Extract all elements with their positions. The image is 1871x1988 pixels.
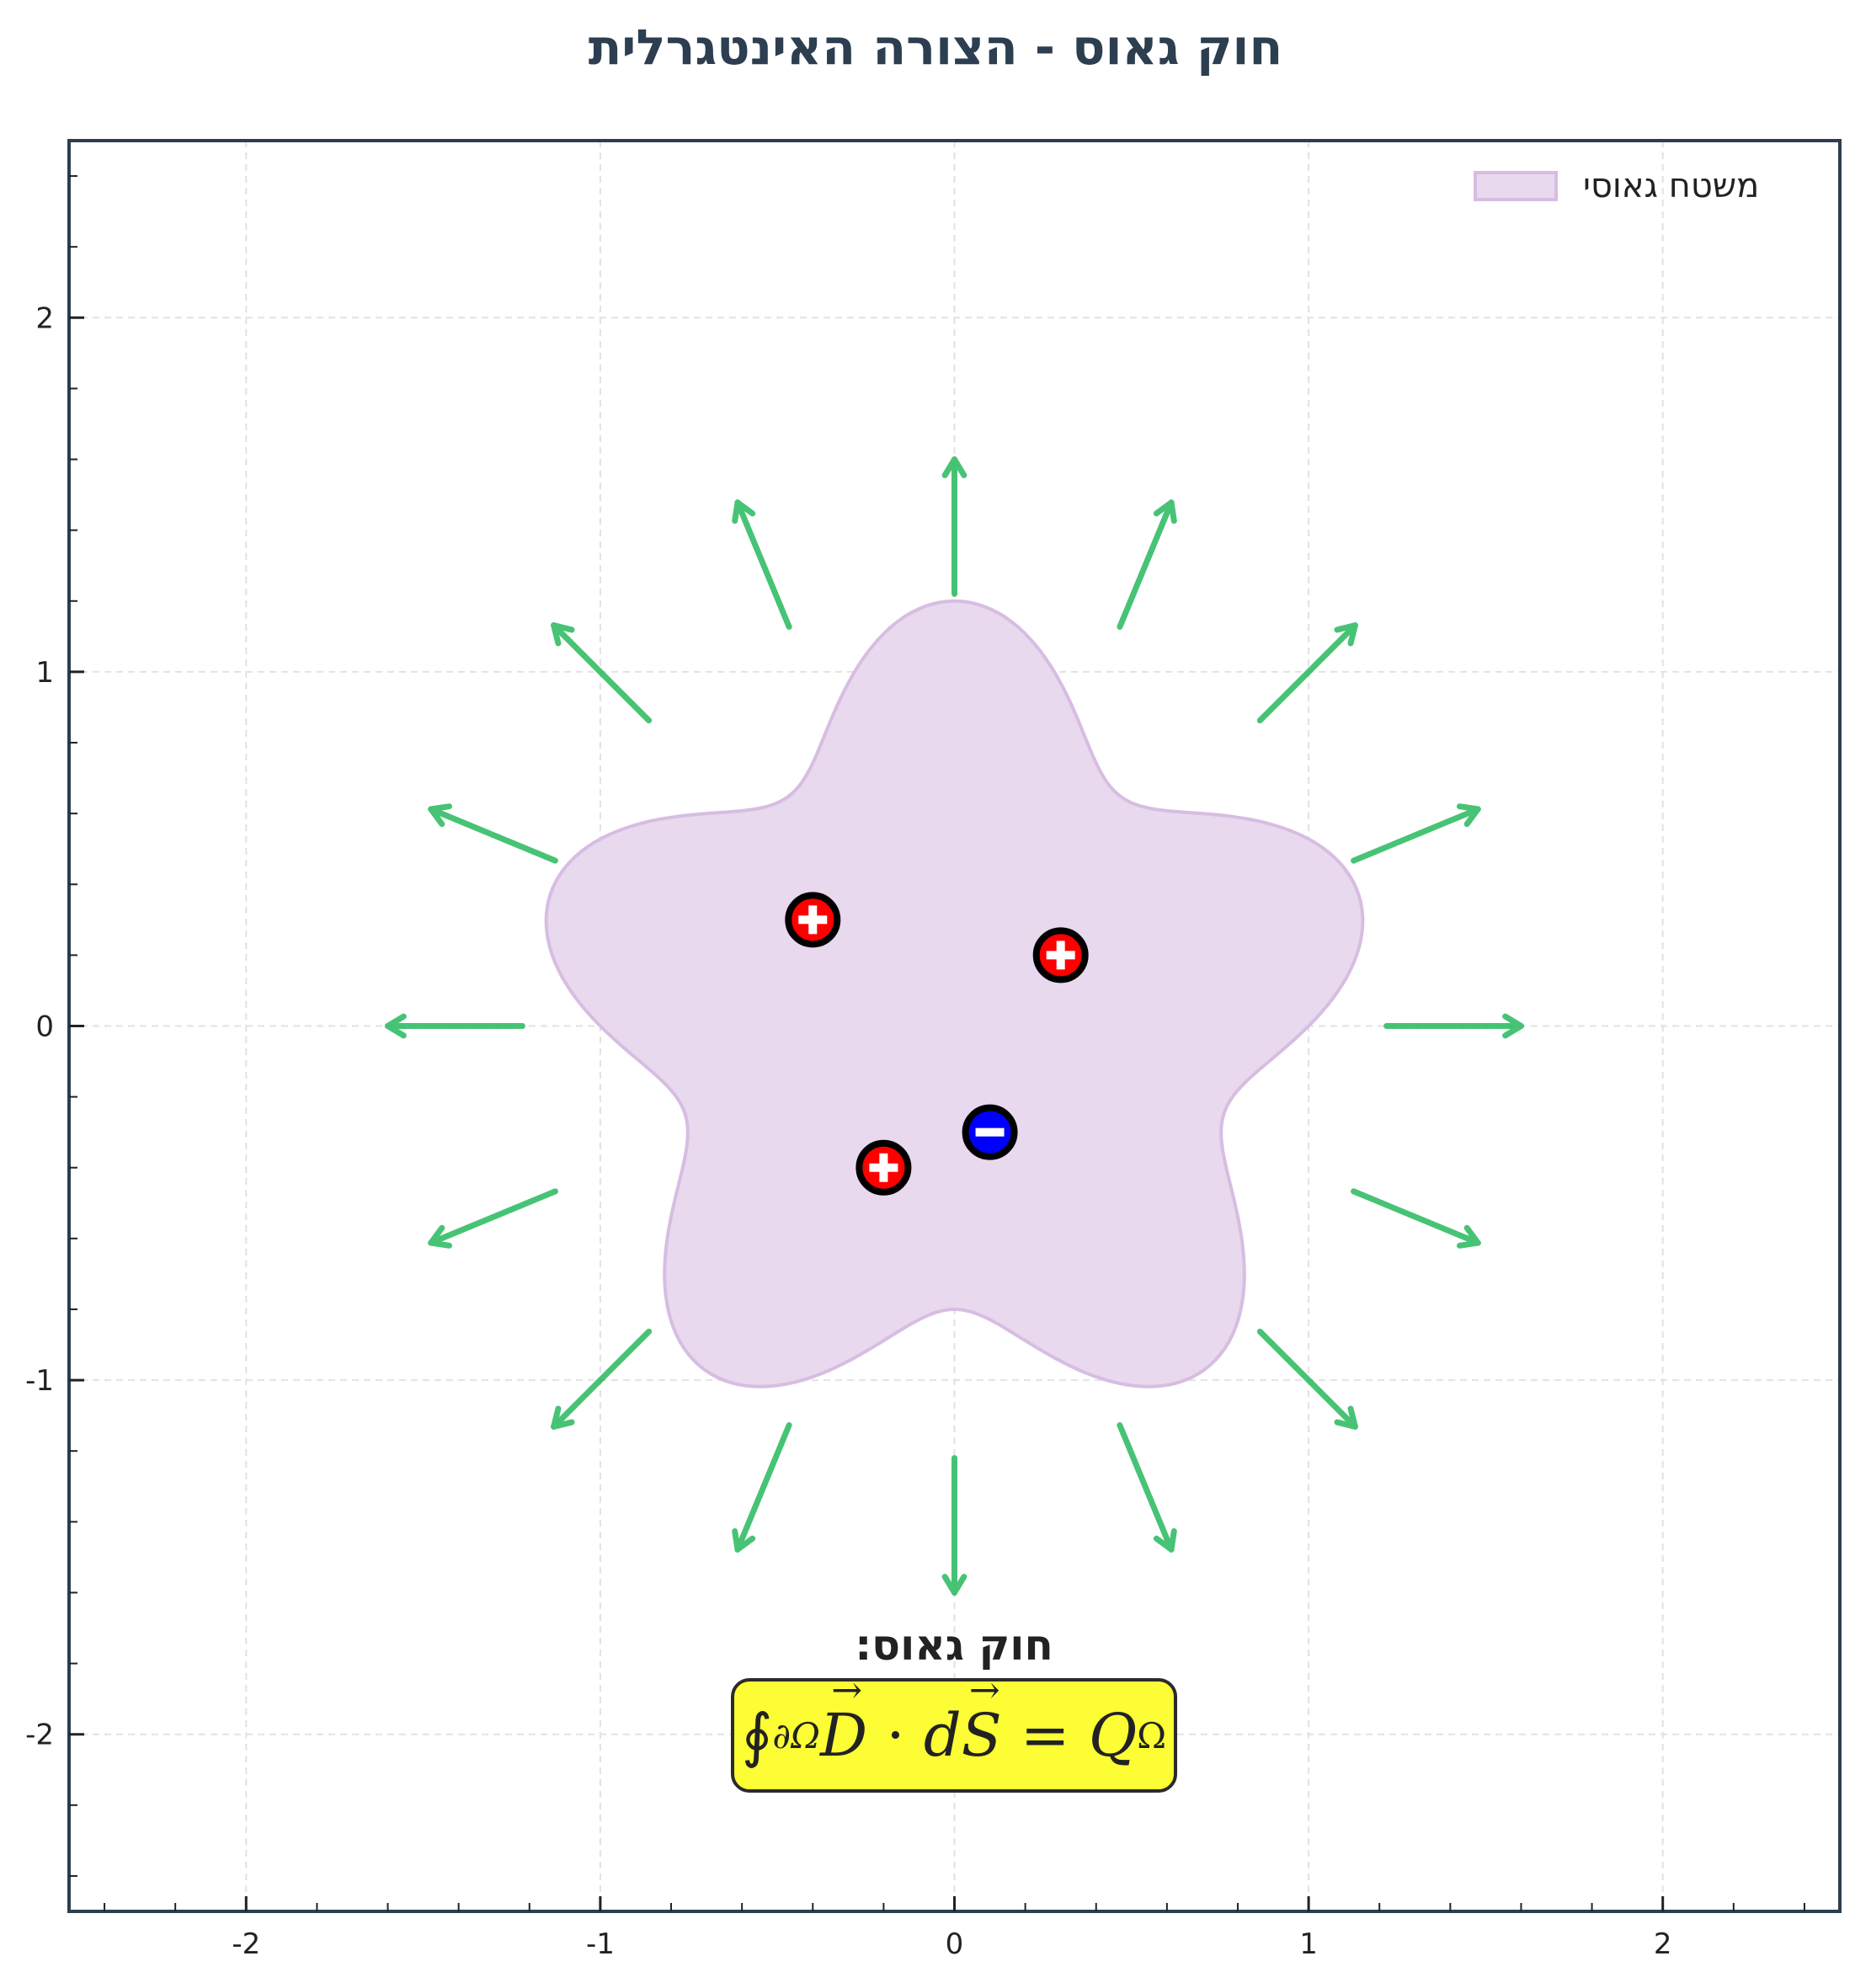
y-tick-label: 2	[35, 301, 54, 335]
legend-label: משטח גאוסי	[1583, 167, 1760, 205]
charge-subscript: Ω	[1137, 1714, 1167, 1756]
flux-arrow	[1351, 803, 1481, 864]
positive-charge	[1032, 927, 1089, 983]
flux-arrow	[732, 1422, 792, 1553]
chart-title: חוק גאוס - הצורה האינטגרלית	[588, 19, 1283, 76]
positive-charge	[785, 892, 841, 948]
integral-subscript: ∂Ω	[772, 1714, 820, 1756]
flux-arrows	[385, 456, 1524, 1596]
charges	[785, 892, 1089, 1196]
negative-charge	[962, 1104, 1018, 1160]
flux-arrow	[1351, 1188, 1481, 1249]
flux-arrow	[941, 456, 967, 597]
vector-D: D	[820, 1701, 867, 1770]
y-tick-label: 0	[35, 1010, 54, 1044]
y-tick-label: -1	[25, 1364, 54, 1398]
flux-arrow	[428, 803, 558, 864]
legend-swatch	[1474, 171, 1558, 201]
axis-ticks: -2 -1 0 1 2 2 1 0 -1 -2	[25, 175, 1805, 1961]
flux-arrow	[1256, 1328, 1358, 1430]
x-tick-label: -2	[232, 1927, 260, 1961]
gauss-law-formula: ∮∂ΩD · dS = QΩ	[731, 1678, 1177, 1793]
x-tick-label: 1	[1299, 1927, 1318, 1961]
flux-arrow	[385, 1013, 525, 1039]
positive-charge	[856, 1139, 912, 1196]
legend: משטח גאוסי	[1474, 167, 1759, 205]
flux-arrow	[941, 1455, 967, 1596]
contour-integral-symbol: ∮	[741, 1701, 773, 1770]
x-tick-label: 2	[1654, 1927, 1672, 1961]
flux-arrow	[551, 622, 653, 724]
formula-label: חוק גאוס:	[855, 1621, 1053, 1670]
flux-arrow	[1383, 1013, 1524, 1039]
gaussian-surface	[544, 599, 1365, 1388]
differential-d: d	[923, 1701, 962, 1770]
vector-S: S	[962, 1701, 1002, 1770]
y-tick-label: 1	[35, 656, 54, 690]
charge-Q: Q	[1088, 1701, 1138, 1770]
flux-arrow	[551, 1328, 653, 1430]
equals-sign: =	[1020, 1701, 1070, 1770]
flux-arrow	[1117, 1422, 1177, 1553]
x-tick-label: -1	[586, 1927, 615, 1961]
flux-arrow	[1117, 499, 1177, 630]
flux-arrow	[732, 499, 792, 630]
flux-arrow	[1256, 622, 1358, 724]
x-tick-label: 0	[946, 1927, 964, 1961]
dot-operator: ·	[886, 1701, 905, 1770]
y-tick-label: -2	[25, 1719, 54, 1752]
flux-arrow	[428, 1188, 558, 1249]
